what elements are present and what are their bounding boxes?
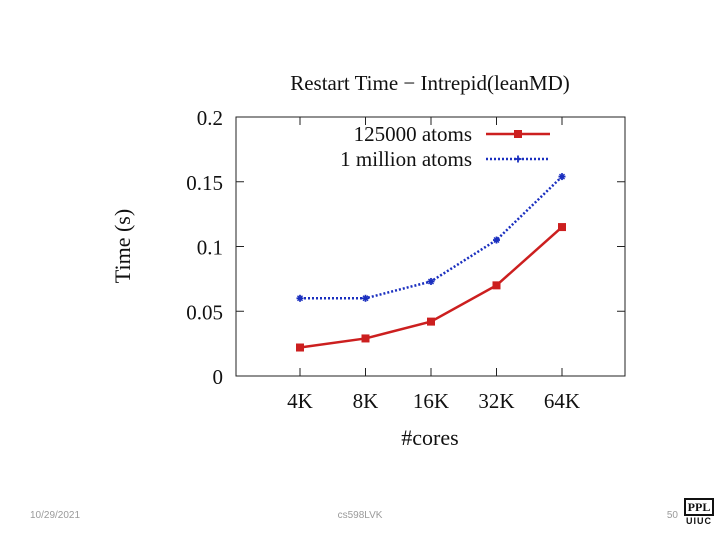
- x-tick-label: 8K: [353, 389, 379, 413]
- y-tick-label: 0.05: [186, 300, 223, 324]
- data-point: [493, 236, 500, 244]
- legend-label: 1 million atoms: [340, 147, 472, 171]
- data-point: [296, 343, 304, 352]
- x-tick-label: 32K: [478, 389, 514, 413]
- logo-top-text: PPL: [684, 498, 714, 516]
- data-point: [427, 317, 435, 326]
- data-point: [362, 294, 369, 302]
- data-point: [361, 334, 370, 343]
- data-point: [296, 294, 304, 302]
- y-axis-label: Time (s): [110, 209, 135, 283]
- legend-label: 125000 atoms: [354, 122, 472, 146]
- x-tick-label: 16K: [413, 389, 449, 413]
- chart-title: Restart Time − Intrepid(leanMD): [290, 71, 570, 95]
- x-tick-label: 4K: [287, 389, 313, 413]
- y-tick-label: 0.1: [197, 236, 223, 260]
- data-point: [558, 173, 566, 181]
- legend-marker: [514, 155, 522, 163]
- data-point: [492, 281, 501, 290]
- data-point: [427, 277, 435, 285]
- y-tick-label: 0.2: [197, 106, 223, 130]
- x-tick-label: 64K: [544, 389, 580, 413]
- y-tick-label: 0.15: [186, 171, 223, 195]
- ppl-logo: PPL UIUC: [684, 498, 714, 532]
- footer-page-number: 50: [666, 510, 678, 521]
- legend-marker: [514, 130, 522, 138]
- footer-date: 10/29/2021: [30, 510, 81, 521]
- series-line-0: [299, 226, 563, 349]
- footer-course: cs598LVK: [337, 510, 383, 521]
- y-tick-label: 0: [213, 365, 224, 389]
- x-axis-label: #cores: [401, 425, 458, 450]
- logo-bottom-text: UIUC: [686, 516, 712, 526]
- data-point: [558, 223, 566, 232]
